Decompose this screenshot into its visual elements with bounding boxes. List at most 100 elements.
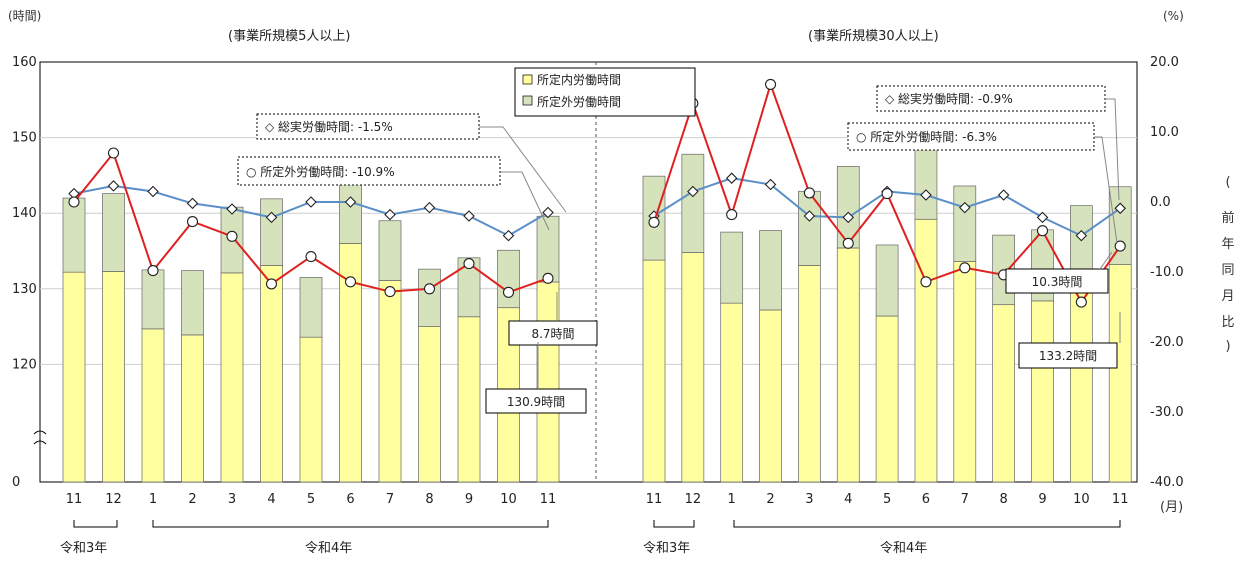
y-tick-label: 140: [12, 206, 37, 221]
month-unit-label: (月): [1160, 500, 1183, 515]
p1-overtime-callout: ○ 所定外労働時間: -10.9%: [237, 156, 501, 186]
svg-text:比: 比: [1221, 315, 1234, 330]
total-hours-point: [344, 196, 357, 208]
legend-label-scheduled: 所定内労働時間: [537, 72, 621, 87]
bar-scheduled: [181, 334, 204, 483]
overtime-hours-point: [305, 251, 317, 263]
svg-text:(: (: [1225, 175, 1230, 190]
x-tick-label: 7: [386, 492, 394, 507]
axis-break: [33, 430, 47, 445]
total-hours-point: [1036, 211, 1049, 224]
bar-scheduled: [875, 315, 899, 483]
bar-overtime: [536, 215, 560, 283]
overtime-hours-point: [186, 216, 199, 228]
x-tick-label: 2: [766, 492, 774, 507]
y-tick-label: 150: [12, 131, 37, 146]
total-hours-point: [463, 210, 475, 222]
total-hours-point: [226, 203, 238, 215]
overtime-hours-point: [384, 286, 396, 298]
bar-overtime: [759, 230, 782, 311]
bar-scheduled: [457, 316, 481, 483]
total-hours-point: [920, 189, 932, 201]
y2-tick-label: -30.0: [1150, 405, 1184, 420]
x-tick-label: 1: [728, 492, 736, 507]
bar-scheduled: [418, 326, 441, 483]
y-tick-label: 130: [12, 282, 37, 297]
x-tick-label: 6: [346, 492, 354, 507]
y-tick-label: 120: [12, 357, 37, 372]
overtime-hours-point: [726, 209, 738, 221]
x-tick-label: 11: [646, 492, 663, 507]
p2-sched-hours-callout: 133.2時間: [1018, 342, 1118, 369]
x-tick-label: 7: [961, 492, 969, 507]
svg-text:◇ 総実労働時間: -1.5%: ◇ 総実労働時間: -1.5%: [265, 119, 393, 134]
x-tick-label: 12: [105, 492, 122, 507]
bar-scheduled: [102, 271, 125, 483]
bar-overtime: [378, 220, 402, 281]
total-hours-point: [959, 201, 971, 214]
bar-overtime: [875, 244, 899, 317]
overtime-hours-point: [423, 283, 436, 295]
bar-overtime: [681, 153, 705, 253]
bar-overtime: [299, 277, 323, 338]
overtime-hours-point: [344, 276, 357, 288]
legend: 所定内労働時間 所定外労働時間: [514, 67, 696, 117]
bar-overtime: [497, 249, 520, 309]
p1-ot-hours-callout: 8.7時間: [508, 320, 598, 346]
x-tick-label: 6: [922, 492, 930, 507]
svg-text:): ): [1225, 339, 1230, 354]
bar-overtime: [914, 149, 938, 220]
bar-scheduled: [299, 336, 323, 483]
overtime-hours-point: [107, 147, 120, 159]
x-tick-label: 3: [805, 492, 813, 507]
overtime-hours-point: [648, 216, 660, 228]
bar-overtime: [260, 198, 283, 266]
overtime-hours-point: [226, 230, 238, 242]
y2-tick-label: 10.0: [1150, 125, 1179, 140]
overtime-hours-point: [147, 265, 159, 277]
bar-overtime: [457, 257, 481, 318]
svg-text:10.3時間: 10.3時間: [1032, 275, 1083, 289]
total-hours-point: [687, 185, 699, 198]
x-tick-label: 5: [307, 492, 315, 507]
total-hours-point: [305, 196, 317, 208]
bar-scheduled: [62, 271, 86, 483]
x-tick-label: 9: [1038, 492, 1046, 507]
bar-overtime: [836, 165, 860, 249]
total-hours-point: [384, 208, 396, 221]
y-tick-label: 160: [12, 55, 37, 70]
bar-scheduled: [720, 302, 744, 483]
svg-text:133.2時間: 133.2時間: [1039, 349, 1097, 363]
x-tick-label: 12: [685, 492, 702, 507]
era-label-r4-p2: 令和4年: [880, 541, 927, 556]
bar-scheduled: [378, 280, 402, 483]
svg-text:○ 所定外労働時間: -6.3%: ○ 所定外労働時間: -6.3%: [856, 129, 997, 144]
total-hours-point: [1114, 202, 1126, 215]
panel2-title: (事業所規模30人以上): [808, 28, 939, 44]
overtime-hours-point: [920, 276, 932, 288]
svg-text:年: 年: [1221, 237, 1234, 252]
bar-scheduled: [953, 261, 977, 483]
overtime-hours-point: [502, 286, 515, 298]
total-hours-point: [842, 211, 855, 224]
svg-text:○ 所定外労働時間: -10.9%: ○ 所定外労働時間: -10.9%: [246, 164, 395, 179]
x-tick-label: 5: [883, 492, 891, 507]
total-hours-point: [803, 210, 816, 222]
overtime-hours-point: [1114, 240, 1126, 252]
left-unit-label: (時間): [8, 9, 41, 23]
bar-overtime: [62, 197, 86, 273]
svg-text:◇ 総実労働時間: -0.9%: ◇ 総実労働時間: -0.9%: [885, 91, 1013, 106]
overtime-hours-point: [959, 262, 971, 274]
bar-scheduled: [836, 247, 860, 483]
overtime-hours-point: [803, 187, 815, 199]
x-tick-label: 11: [1112, 492, 1129, 507]
y2-tick-label: -20.0: [1150, 335, 1184, 350]
y2-tick-label: 0.0: [1150, 195, 1171, 210]
total-hours-point: [1075, 229, 1088, 242]
total-hours-point: [186, 197, 199, 210]
bar-overtime: [1108, 186, 1132, 265]
x-tick-label: 2: [188, 492, 196, 507]
x-tick-label: 11: [540, 492, 557, 507]
total-hours-point: [542, 206, 554, 219]
x-tick-label: 4: [267, 492, 275, 507]
